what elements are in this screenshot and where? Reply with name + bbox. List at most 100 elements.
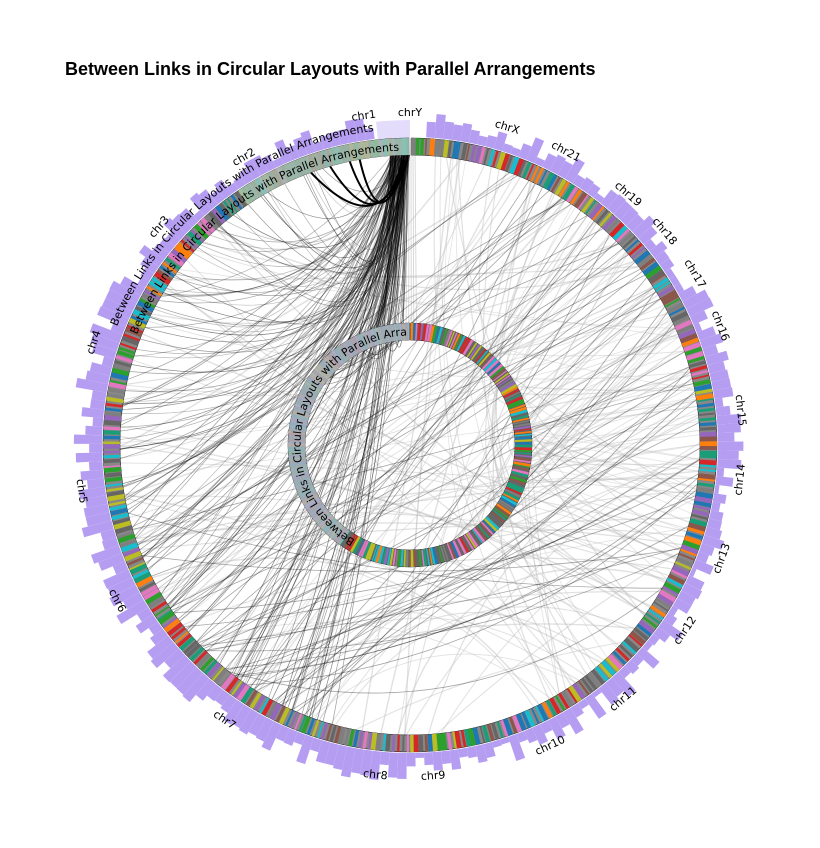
outer-ring-band: [630, 630, 646, 645]
outer-ring-band: [148, 280, 166, 293]
gray-link: [330, 460, 700, 725]
dark-link: [188, 155, 391, 633]
gray-link: [124, 495, 670, 577]
outer-ring-band: [602, 215, 617, 231]
histogram-bar: [112, 561, 129, 575]
outer-ring-band: [653, 601, 669, 612]
dark-link: [164, 155, 396, 601]
inner-ring-band: [375, 545, 383, 563]
dark-link: [160, 155, 395, 595]
histogram-bar: [717, 432, 735, 442]
outer-ring-band: [106, 393, 125, 399]
inner-ring-band: [421, 549, 425, 567]
gray-link: [449, 559, 633, 633]
gray-link: [436, 551, 680, 735]
histogram-bar: [624, 659, 640, 675]
dark-link: [292, 154, 406, 711]
inner-ring-band: [481, 355, 496, 370]
gray-link: [439, 156, 487, 541]
histogram-bar: [406, 752, 416, 767]
inner-ring-band: [505, 486, 523, 496]
inner-ring-band: [410, 549, 414, 567]
dark-link: [233, 477, 699, 676]
gray-link: [520, 383, 694, 396]
outer-ring-band: [623, 637, 640, 653]
histogram-bar: [101, 356, 115, 368]
outer-ring-band: [300, 716, 311, 734]
outer-ring-band: [680, 332, 698, 344]
gray-link: [163, 291, 657, 598]
histogram-bar: [508, 734, 526, 762]
outer-ring-band: [584, 200, 597, 215]
outer-ring-band: [226, 197, 238, 213]
histogram-bar: [158, 237, 175, 253]
dark-link: [162, 154, 403, 296]
outer-ring-band: [655, 597, 672, 609]
outer-ring-band: [177, 241, 193, 256]
histogram-bar: [648, 633, 660, 646]
histogram-bar: [716, 413, 742, 425]
outer-ring-band: [261, 698, 274, 716]
histogram-bar: [714, 397, 724, 408]
outer-ring-band: [580, 677, 594, 694]
histogram-bar: [654, 250, 670, 265]
histogram-bar: [105, 289, 137, 311]
outer-ring-band: [674, 561, 692, 570]
inner-ring-band: [389, 548, 395, 566]
inner-ring-band: [377, 546, 385, 564]
outer-ring-band: [699, 431, 717, 438]
gray-link: [509, 375, 695, 502]
inner-ring-band: [450, 541, 460, 558]
outer-ring-band: [686, 351, 704, 361]
histogram-bar: [344, 119, 358, 144]
gray-link: [216, 228, 646, 616]
outer-ring-band: [666, 302, 684, 315]
gray-link: [489, 182, 535, 353]
gray-link: [248, 617, 586, 687]
inner-ring-band: [462, 535, 472, 551]
histogram-bar: [542, 153, 557, 171]
outer-ring-band: [687, 526, 705, 535]
histogram-bar: [658, 619, 684, 641]
outer-ring-band: [660, 289, 678, 303]
histogram-bar: [272, 157, 284, 168]
inner-ring-band: [497, 501, 514, 512]
outer-ring-band: [648, 608, 664, 621]
outer-ring-band: [424, 734, 429, 752]
outer-ring-band: [469, 144, 477, 162]
dark-link: [177, 247, 624, 620]
dark-link: [278, 290, 657, 705]
outer-ring-band: [162, 261, 178, 274]
histogram-bar: [387, 752, 399, 778]
histogram-bar: [379, 751, 390, 766]
gray-links: [119, 155, 701, 736]
histogram-bar: [351, 748, 364, 774]
outer-ring-band: [678, 328, 696, 340]
outer-ring-band: [670, 310, 689, 323]
dark-link: [161, 155, 400, 297]
histogram-bar: [397, 752, 407, 779]
histogram-bar: [669, 275, 680, 287]
inner-ring-band: [452, 333, 461, 350]
gray-link: [531, 434, 696, 497]
inner-ring-band: [504, 488, 521, 498]
histogram-bar: [172, 213, 193, 234]
inner-ring-band: [512, 417, 530, 423]
dark-link: [125, 243, 620, 502]
outer-ring-band: [132, 308, 151, 321]
outer-ring-band: [106, 490, 125, 497]
outer-ring-band: [699, 459, 717, 466]
outer-ring-band: [109, 504, 127, 511]
gray-link: [531, 430, 700, 460]
outer-ring-band: [683, 342, 701, 353]
gray-link: [202, 241, 619, 278]
outer-ring-band: [103, 435, 121, 440]
outer-ring-band: [581, 197, 595, 213]
dark-link: [151, 366, 690, 577]
outer-ring-band: [427, 734, 434, 752]
outer-ring-band: [162, 616, 178, 629]
gray-link: [459, 251, 627, 557]
dark-link: [287, 155, 404, 709]
gray-link: [491, 215, 588, 503]
outer-ring-band: [695, 388, 713, 395]
